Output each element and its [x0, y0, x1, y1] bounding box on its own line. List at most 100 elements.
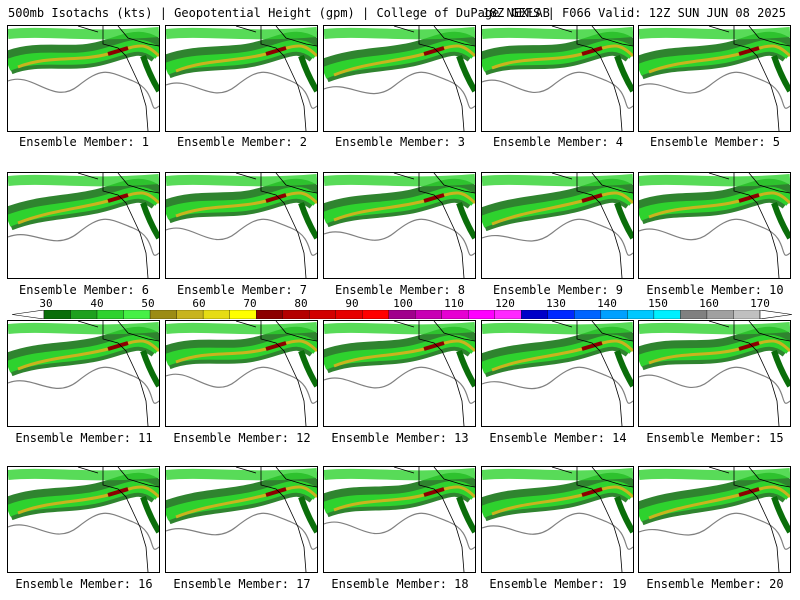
- isotach-shading: [482, 27, 633, 93]
- coastline: [551, 173, 633, 278]
- coastline: [235, 26, 317, 131]
- colorbar-segment: [362, 310, 389, 319]
- map-view: [639, 321, 790, 426]
- coastline: [77, 173, 159, 278]
- height-contour: [639, 366, 790, 404]
- isotach-shading: [8, 322, 159, 388]
- colorbar-segment: [653, 310, 681, 319]
- coastline: [393, 467, 475, 572]
- height-contour: [8, 512, 159, 550]
- height-contour: [166, 366, 317, 404]
- colorbar: 30 40 50 60 70 80 90 100 110 120 130 140 150 160 170: [12, 298, 792, 320]
- map-view: [8, 26, 159, 131]
- member-label: Ensemble Member: 3: [334, 135, 466, 149]
- colorbar-segment: [600, 310, 628, 319]
- ensemble-panel: [7, 466, 160, 573]
- ensemble-panel: [165, 466, 318, 573]
- map-view: [166, 173, 317, 278]
- isotach-shading: [482, 468, 633, 534]
- colorbar-segment: [43, 310, 71, 319]
- height-contour: [482, 366, 633, 404]
- ensemble-panel: [165, 172, 318, 279]
- ensemble-panel: [7, 172, 160, 279]
- member-label: Ensemble Member: 2: [176, 135, 308, 149]
- colorbar-tick-label: 80: [294, 297, 308, 310]
- colorbar-segment: [415, 310, 442, 319]
- ensemble-panel: [7, 25, 160, 132]
- member-label: Ensemble Member: 11: [15, 431, 153, 445]
- colorbar-segment: [282, 310, 310, 319]
- height-contour: [639, 218, 790, 256]
- member-label: Ensemble Member: 15: [646, 431, 784, 445]
- colorbar-strip: [12, 310, 792, 319]
- colorbar-segment: [574, 310, 602, 319]
- colorbar-tick-label: 40: [90, 297, 104, 310]
- chart-title: 500mb Isotachs (kts) | Geopotential Heig…: [0, 5, 800, 21]
- colorbar-left-arrow: [12, 310, 45, 319]
- colorbar-segment: [706, 310, 734, 319]
- colorbar-right-arrow: [759, 310, 792, 319]
- isotach-shading: [8, 27, 159, 93]
- ensemble-panel: [638, 172, 791, 279]
- height-contour: [482, 512, 633, 550]
- isotach-shading: [324, 468, 475, 534]
- height-contour: [8, 218, 159, 256]
- ensemble-panel: [323, 172, 476, 279]
- map-view: [639, 467, 790, 572]
- colorbar-tick-label: 130: [546, 297, 566, 310]
- member-label: Ensemble Member: 9: [492, 283, 624, 297]
- colorbar-segment: [229, 310, 257, 319]
- member-label: Ensemble Member: 13: [331, 431, 469, 445]
- colorbar-segment: [388, 310, 416, 319]
- map-view: [482, 173, 633, 278]
- coastline: [708, 173, 790, 278]
- colorbar-segment: [335, 310, 363, 319]
- map-view: [166, 26, 317, 131]
- isotach-shading: [8, 468, 159, 534]
- map-view: [8, 321, 159, 426]
- colorbar-segment: [733, 310, 761, 319]
- colorbar-segment: [627, 310, 655, 319]
- ensemble-panel: [481, 320, 634, 427]
- member-label: Ensemble Member: 7: [176, 283, 308, 297]
- map-view: [639, 26, 790, 131]
- coastline: [235, 321, 317, 426]
- member-label: Ensemble Member: 6: [18, 283, 150, 297]
- coastline: [708, 321, 790, 426]
- colorbar-tick-label: 160: [699, 297, 719, 310]
- colorbar-tick-label: 100: [393, 297, 413, 310]
- ensemble-panel: [638, 25, 791, 132]
- isotach-shading: [324, 27, 475, 93]
- map-view: [324, 173, 475, 278]
- map-view: [482, 467, 633, 572]
- ensemble-panel: [638, 466, 791, 573]
- height-contour: [482, 218, 633, 256]
- map-view: [166, 467, 317, 572]
- title-left: 500mb Isotachs (kts) | Geopotential Heig…: [8, 6, 550, 20]
- colorbar-tick-label: 140: [597, 297, 617, 310]
- colorbar-segment: [547, 310, 575, 319]
- isotach-shading: [166, 27, 317, 93]
- height-contour: [482, 71, 633, 109]
- map-view: [482, 26, 633, 131]
- coastline: [551, 26, 633, 131]
- colorbar-segment: [494, 310, 522, 319]
- member-label: Ensemble Member: 19: [489, 577, 627, 591]
- isotach-shading: [482, 322, 633, 388]
- height-contour: [8, 366, 159, 404]
- height-contour: [166, 218, 317, 256]
- colorbar-tick-label: 90: [345, 297, 359, 310]
- isotach-shading: [639, 27, 790, 93]
- ensemble-panel: [323, 25, 476, 132]
- coastline: [708, 467, 790, 572]
- colorbar-segment: [441, 310, 469, 319]
- coastline: [77, 321, 159, 426]
- isotach-shading: [8, 174, 159, 240]
- colorbar-tick-label: 70: [243, 297, 257, 310]
- height-contour: [8, 71, 159, 109]
- isotach-shading: [639, 322, 790, 388]
- colorbar-segment: [680, 310, 708, 319]
- isotach-shading: [324, 174, 475, 240]
- colorbar-segment: [70, 310, 98, 319]
- coastline: [77, 26, 159, 131]
